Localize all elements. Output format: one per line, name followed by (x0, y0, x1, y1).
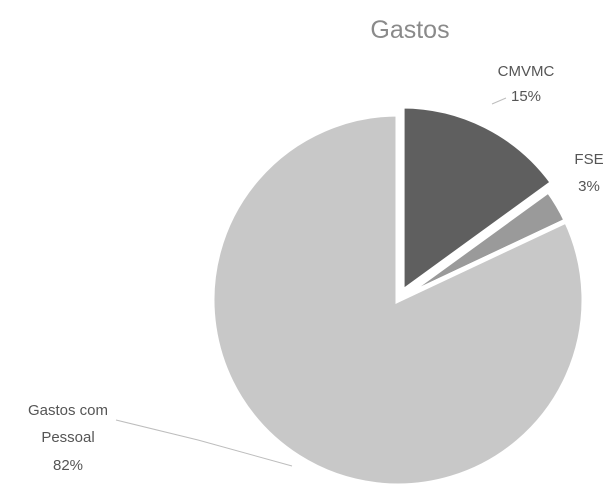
slice-label-cmvmc-percent: 15% (511, 88, 541, 105)
leader-lines (115, 97, 507, 467)
slice-label-fse-name: FSE (574, 151, 603, 168)
slice-label-fse-percent: 3% (578, 178, 600, 195)
pie-slice-gastos-com-pessoal (209, 111, 587, 489)
leader-line-pessoal (115, 419, 293, 467)
slice-label-pessoal-line1: Gastos com (28, 402, 108, 419)
leader-line-cmvmc (491, 97, 507, 105)
slice-label-cmvmc-name: CMVMC (498, 63, 555, 80)
slice-label-pessoal-line2: Pessoal (41, 429, 94, 446)
pie-slices (209, 103, 587, 489)
slice-label-pessoal-percent: 82% (53, 457, 83, 474)
chart-title: Gastos (370, 16, 449, 44)
pie-slice-cmvmc (399, 103, 557, 297)
